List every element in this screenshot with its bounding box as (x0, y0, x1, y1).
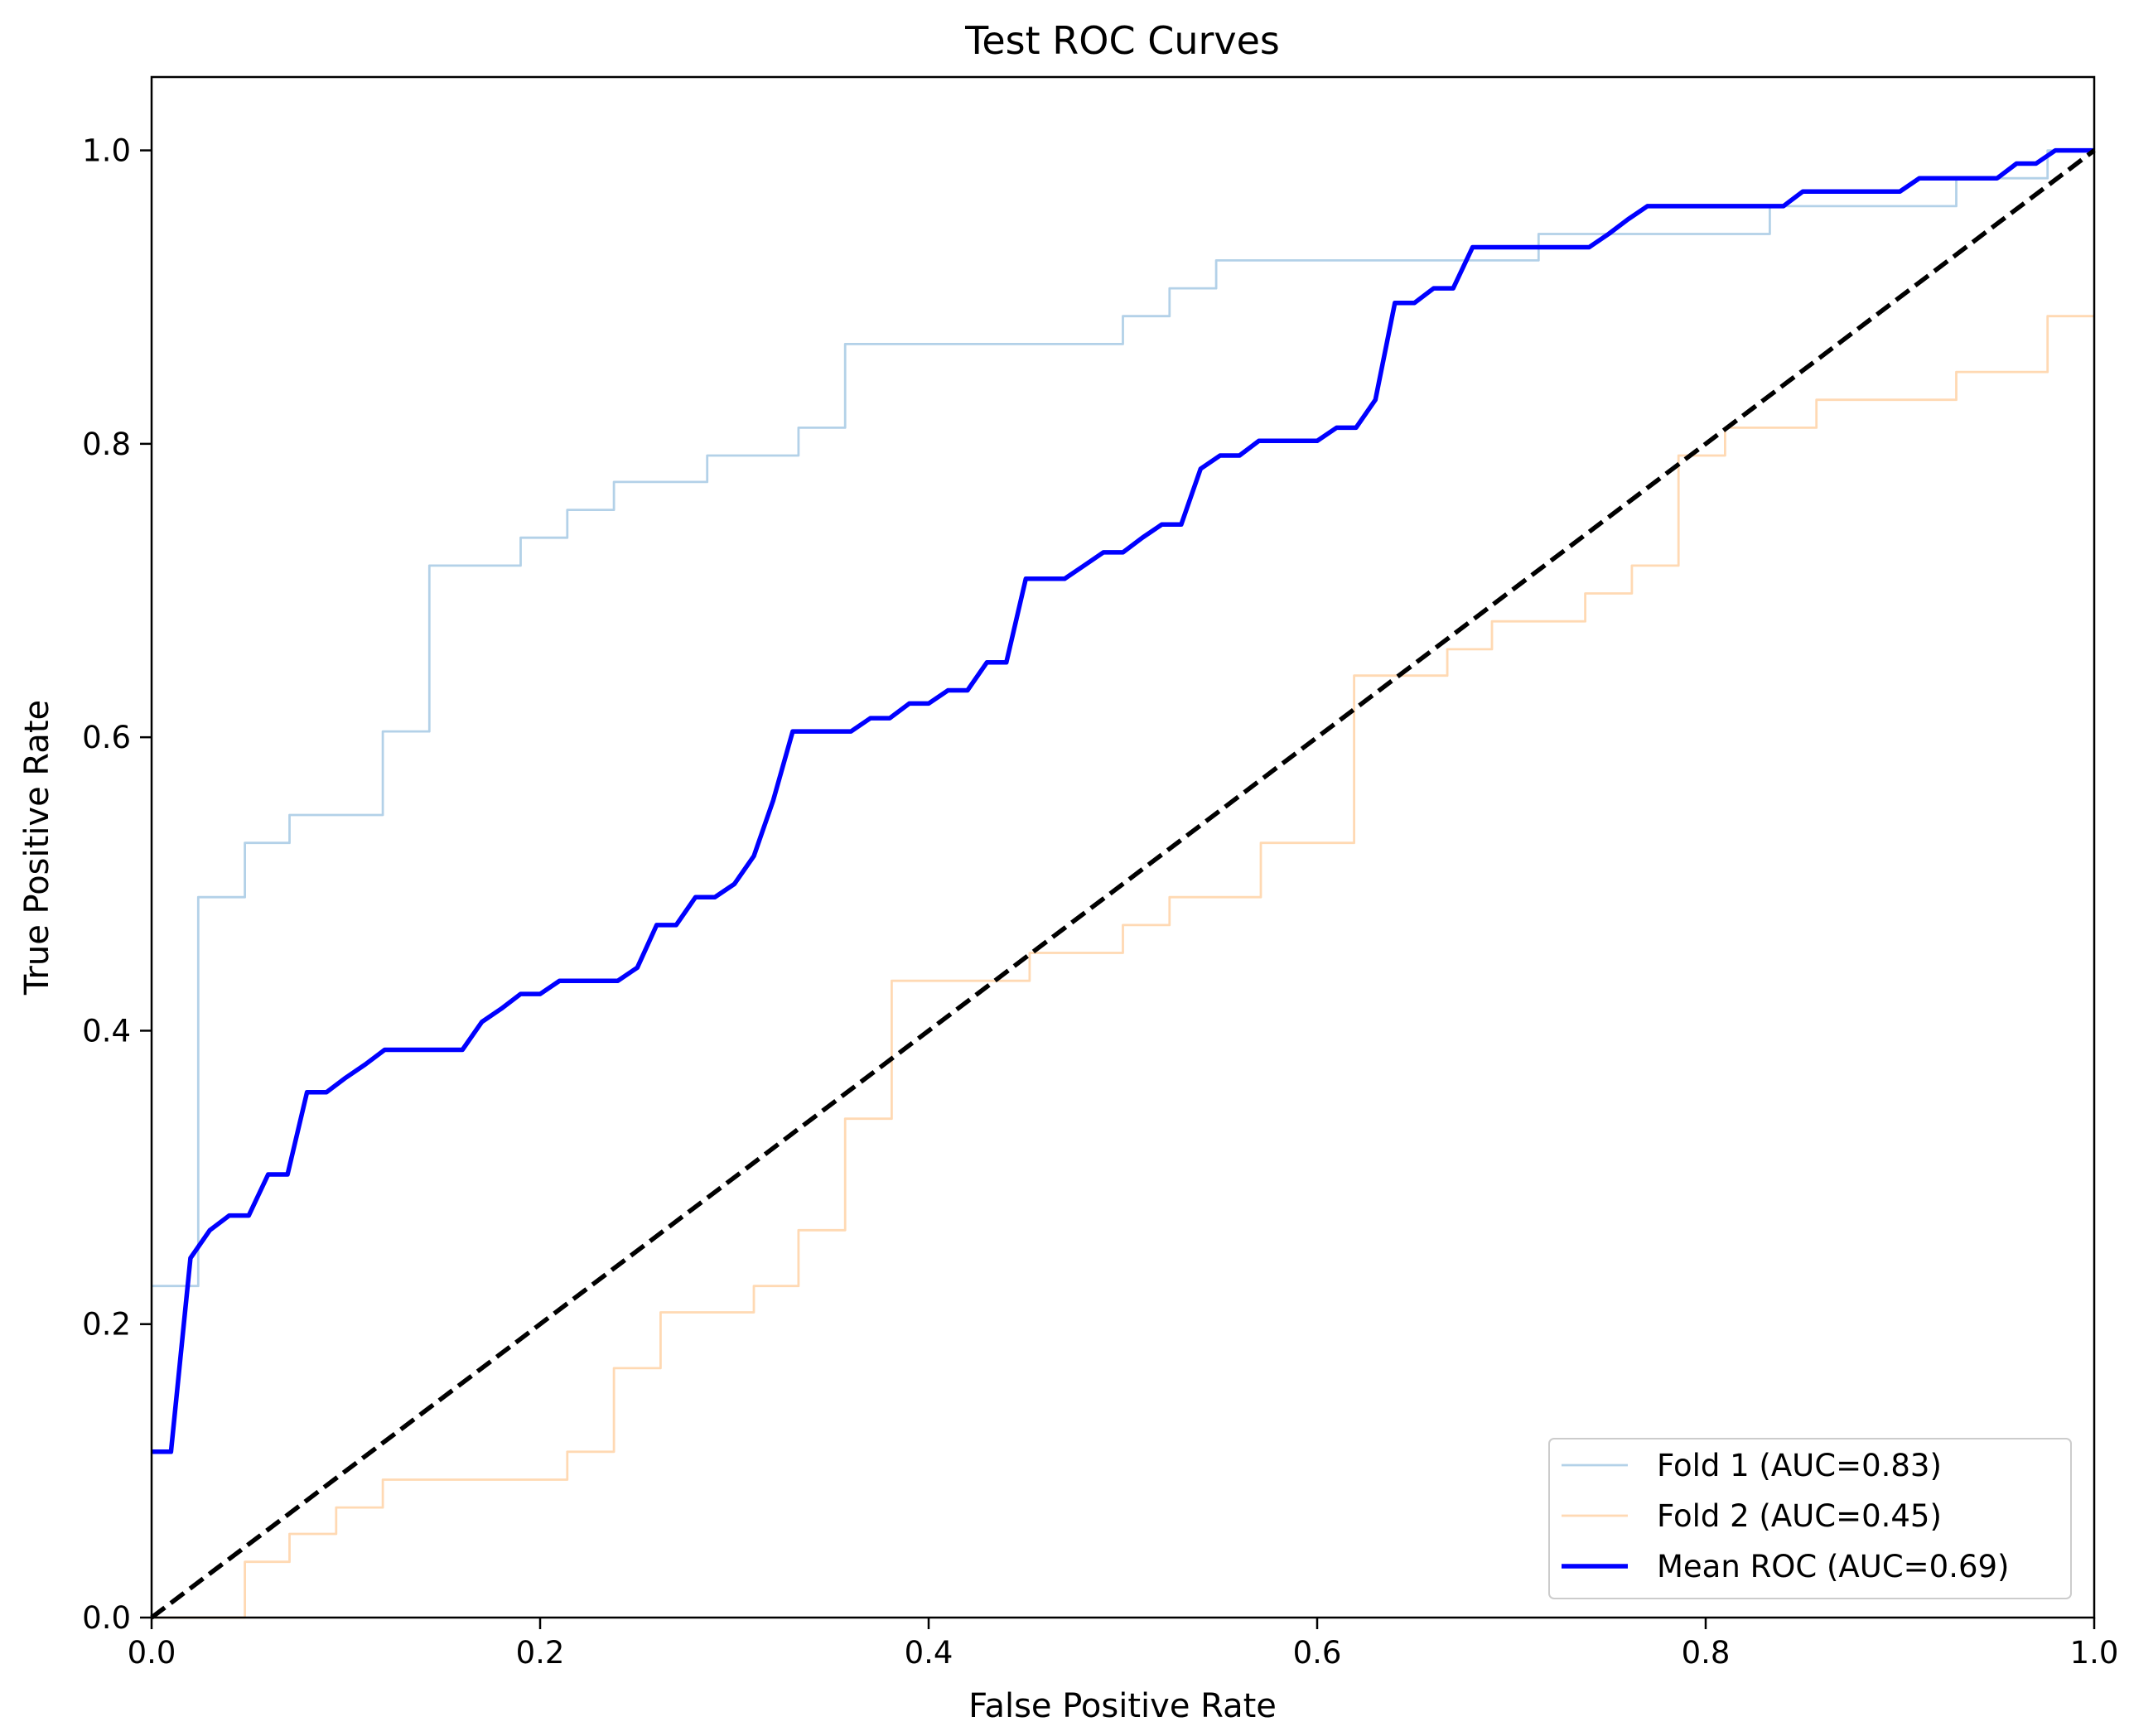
y-tick-label: 0.6 (82, 720, 131, 755)
legend-label-1: Fold 1 (AUC=0.83) (1657, 1448, 1942, 1483)
x-tick-label: 0.4 (905, 1635, 953, 1671)
y-tick-label: 0.0 (82, 1600, 131, 1636)
series-line-1 (152, 149, 2094, 1288)
legend-label-2: Fold 2 (AUC=0.45) (1657, 1498, 1942, 1534)
legend: Fold 1 (AUC=0.83) Fold 2 (AUC=0.45) Mean R… (1548, 1438, 2072, 1599)
y-tick-label: 0.8 (82, 427, 131, 462)
x-tick-label: 0.0 (128, 1635, 176, 1671)
x-tick-label: 0.6 (1293, 1635, 1342, 1671)
x-axis-label: False Positive Rate (968, 1687, 1277, 1725)
series-line-2 (152, 315, 2094, 1619)
y-tick-label: 0.2 (82, 1307, 131, 1343)
plot-frame (150, 75, 2096, 1619)
y-tick-label: 0.4 (82, 1013, 131, 1049)
chart-title: Test ROC Curves (964, 18, 1280, 63)
axes-layer: 0.0 0.2 0.4 0.6 0.8 1.0 0.0 0.2 0.4 0.6 0.8 1.0 (82, 133, 2118, 1671)
x-tick-label: 0.8 (1682, 1635, 1731, 1671)
x-tick-label: 0.2 (516, 1635, 565, 1671)
chance-diagonal-line (150, 148, 2096, 1620)
y-axis-label: True Positive Rate (18, 700, 56, 996)
y-tick-label: 1.0 (82, 133, 131, 169)
x-tick-label: 1.0 (2070, 1635, 2119, 1671)
series-line-3 (152, 147, 2094, 1454)
series-layer (150, 147, 2096, 1620)
legend-label-3: Mean ROC (AUC=0.69) (1657, 1549, 2009, 1584)
legend-box (1548, 1438, 2072, 1599)
